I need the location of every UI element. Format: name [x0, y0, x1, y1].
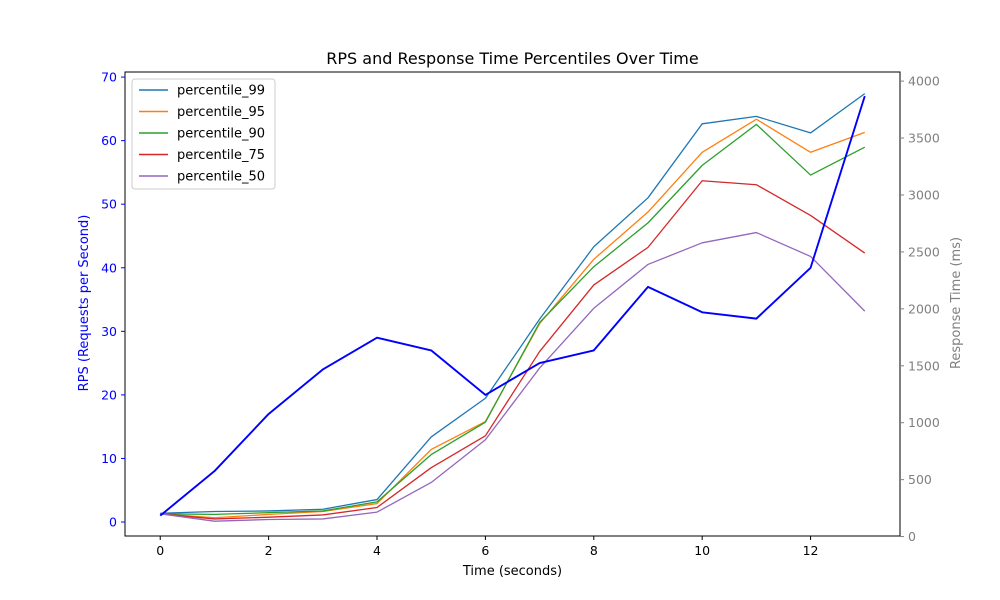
series-line-percentile-90 [160, 123, 866, 516]
x-tick-label: 6 [481, 543, 489, 558]
right-axis-label: Response Time (ms) [949, 237, 964, 369]
right-tick-label: 4000 [908, 74, 940, 89]
right-tick-label: 1000 [908, 415, 940, 430]
left-tick-label: 0 [109, 515, 117, 530]
legend-label: percentile_90 [177, 127, 265, 142]
right-tick-label: 3000 [908, 187, 940, 202]
legend-label: percentile_95 [177, 105, 265, 120]
left-tick-label: 50 [101, 197, 117, 212]
right-tick-label: 500 [908, 472, 932, 487]
chart-title: RPS and Response Time Percentiles Over T… [326, 49, 698, 68]
left-tick-label: 60 [101, 133, 117, 148]
left-axis-label: RPS (Requests per Second) [77, 215, 92, 392]
x-tick-label: 0 [156, 543, 164, 558]
series-line-rps [159, 95, 866, 517]
x-tick-label: 12 [803, 543, 819, 558]
left-tick-label: 70 [101, 70, 117, 85]
x-tick-label: 8 [590, 543, 598, 558]
x-tick-label: 10 [694, 543, 710, 558]
x-tick-label: 2 [265, 543, 273, 558]
series-line-percentile-75 [160, 180, 866, 520]
legend-box [131, 78, 276, 190]
legend-label: percentile_50 [177, 170, 265, 185]
left-axis-ticks: 0 10 20 30 40 50 60 70 [101, 70, 125, 530]
legend-label: percentile_75 [177, 148, 265, 163]
right-tick-label: 2500 [908, 244, 940, 259]
plot-lines [159, 93, 866, 522]
left-tick-label: 10 [101, 451, 117, 466]
series-line-percentile-99 [160, 93, 866, 514]
plot-frame [124, 71, 901, 537]
series-line-percentile-50 [160, 231, 866, 522]
legend: percentile_99 percentile_95 percentile_90p… [131, 78, 276, 190]
right-tick-label: 0 [908, 529, 916, 544]
left-tick-label: 40 [101, 260, 117, 275]
x-axis-label: Time (seconds) [462, 564, 562, 579]
x-axis-ticks: 0 2 4 6 8 10 12 [156, 536, 819, 558]
right-tick-label: 1500 [908, 358, 940, 373]
legend-label: percentile_99 [177, 84, 265, 99]
left-tick-label: 30 [101, 324, 117, 339]
x-tick-label: 4 [373, 543, 381, 558]
right-axis-ticks: 0 500 1000 1500 2000 2500 3000 3500 4000 [900, 74, 940, 544]
right-tick-label: 3500 [908, 131, 940, 146]
right-tick-label: 2000 [908, 301, 940, 316]
left-tick-label: 20 [101, 387, 117, 402]
